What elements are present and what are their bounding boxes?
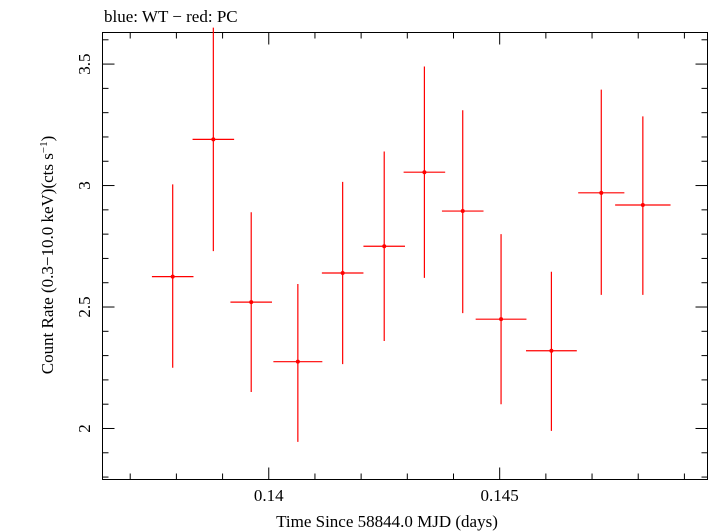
data-point xyxy=(615,116,671,295)
x-tick-label: 0.14 xyxy=(254,486,284,505)
plot-frame xyxy=(102,32,708,480)
data-marker xyxy=(382,244,387,249)
x-tick-label: 0.145 xyxy=(481,486,519,505)
data-marker xyxy=(249,300,254,305)
data-marker xyxy=(599,190,604,195)
data-marker xyxy=(170,274,175,279)
y-tick-label: 3 xyxy=(75,181,94,190)
y-tick-label: 2 xyxy=(75,424,94,433)
y-axis-label-exponent: −1 xyxy=(38,141,50,153)
axis-ticks xyxy=(102,32,708,480)
y-axis-label-close: ) xyxy=(38,136,57,142)
y-axis-label-main: Count Rate (0.3−10.0 keV)(cts s xyxy=(38,153,57,374)
y-axis-label: Count Rate (0.3−10.0 keV)(cts s−1) xyxy=(38,136,57,375)
x-tick-labels: 0.14 0.145 xyxy=(254,486,519,505)
data-point xyxy=(403,66,446,278)
data-point xyxy=(151,184,194,368)
y-tick-label: 2.5 xyxy=(75,296,94,317)
data-marker xyxy=(340,271,345,276)
data-marker xyxy=(460,209,465,214)
data-marker xyxy=(295,359,300,364)
data-point xyxy=(273,283,323,442)
x-axis-label: Time Since 58844.0 MJD (days) xyxy=(276,512,498,531)
chart-title: blue: WT − red: PC xyxy=(104,7,238,26)
data-marker xyxy=(499,317,504,322)
data-marker xyxy=(422,170,427,175)
data-marker xyxy=(640,202,645,207)
data-point xyxy=(526,271,577,431)
y-tick-label: 3.5 xyxy=(75,53,94,74)
data-point xyxy=(578,89,625,295)
data-point xyxy=(363,151,405,342)
data-point xyxy=(230,212,272,393)
y-tick-labels: 2 2.5 3 3.5 xyxy=(75,53,94,432)
data-point xyxy=(441,110,484,314)
data-point xyxy=(321,181,364,365)
data-marker xyxy=(549,348,554,353)
data-point xyxy=(192,27,235,252)
data-series-pc xyxy=(151,27,671,442)
data-marker xyxy=(211,137,216,142)
data-point xyxy=(475,234,527,405)
